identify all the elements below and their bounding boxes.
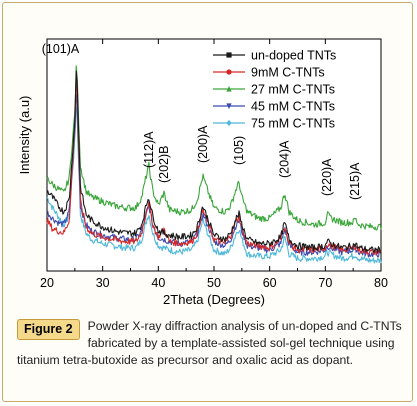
figure-label: Figure 2: [17, 319, 80, 340]
legend-item-27-mm-c-tnts: 27 mM C-TNTs: [213, 83, 335, 97]
peak-label: (220)A: [320, 158, 334, 196]
x-tick-label: 70: [318, 276, 332, 290]
x-tick-label: 80: [374, 276, 388, 290]
legend-marker: [226, 119, 232, 127]
y-axis-label: Intensity (a.u): [17, 96, 32, 175]
legend-marker: [226, 69, 232, 75]
legend-label: 27 mM C-TNTs: [251, 83, 335, 97]
x-tick-label: 50: [207, 276, 221, 290]
legend-label: 9mM C-TNTs: [251, 66, 325, 80]
legend-label: 45 mM C-TNTs: [251, 100, 335, 114]
caption-text: Powder X-ray diffraction analysis of un-…: [17, 319, 402, 367]
x-tick-label: 60: [263, 276, 277, 290]
x-tick-label: 40: [151, 276, 165, 290]
series-line-27-mm-c-tnts: [46, 65, 382, 231]
peak-label: (112)A: [142, 131, 156, 168]
peak-label: (101)A: [42, 42, 80, 56]
legend-label: 75 mM C-TNTs: [251, 117, 335, 131]
figure-container: (101)A (112)A (202)B (200)A (105) (204)A (220)…: [2, 2, 413, 402]
legend-label: un-doped TNTs: [251, 49, 336, 63]
peak-labels: (101)A (112)A (202)B (200)A (105) (204)A (220)…: [42, 42, 362, 200]
series-line-75-mm-c-tnts: [46, 106, 382, 264]
legend-marker: [226, 103, 232, 110]
legend-item-45-mm-c-tnts: 45 mM C-TNTs: [213, 100, 335, 114]
peak-label: (202)B: [157, 145, 171, 183]
legend-marker: [226, 52, 232, 58]
series-line-9mm-c-tnts: [46, 79, 382, 256]
series-line-un-doped-tnts: [46, 70, 382, 254]
legend-item-un-doped-tnts: un-doped TNTs: [213, 49, 336, 63]
axes: 20 30 40 50 60 70 80 2Theta (Degrees) Intensity …: [17, 39, 388, 307]
legend-item-75-mm-c-tnts: 75 mM C-TNTs: [213, 117, 335, 131]
plot-frame: [46, 38, 382, 272]
peak-label: (105): [232, 136, 246, 165]
x-axis-label: 2Theta (Degrees): [163, 292, 265, 307]
figure-caption: Figure 2 Powder X-ray diffraction analys…: [17, 318, 409, 369]
legend-item-9mm-c-tnts: 9mM C-TNTs: [213, 66, 325, 80]
xrd-chart: (101)A (112)A (202)B (200)A (105) (204)A (220)…: [17, 38, 388, 307]
peak-label: (215)A: [348, 162, 362, 200]
x-tick-label: 30: [96, 276, 110, 290]
x-tick-label: 20: [40, 276, 54, 290]
plot-area: [46, 38, 382, 272]
peak-label: (204)A: [278, 140, 292, 178]
peak-label: (200)A: [196, 125, 210, 163]
legend-marker: [226, 85, 232, 92]
series-layer: [46, 65, 382, 264]
legend: un-doped TNTs 9mM C-TNTs 27 mM C-TNTs 45 mM…: [213, 49, 336, 131]
